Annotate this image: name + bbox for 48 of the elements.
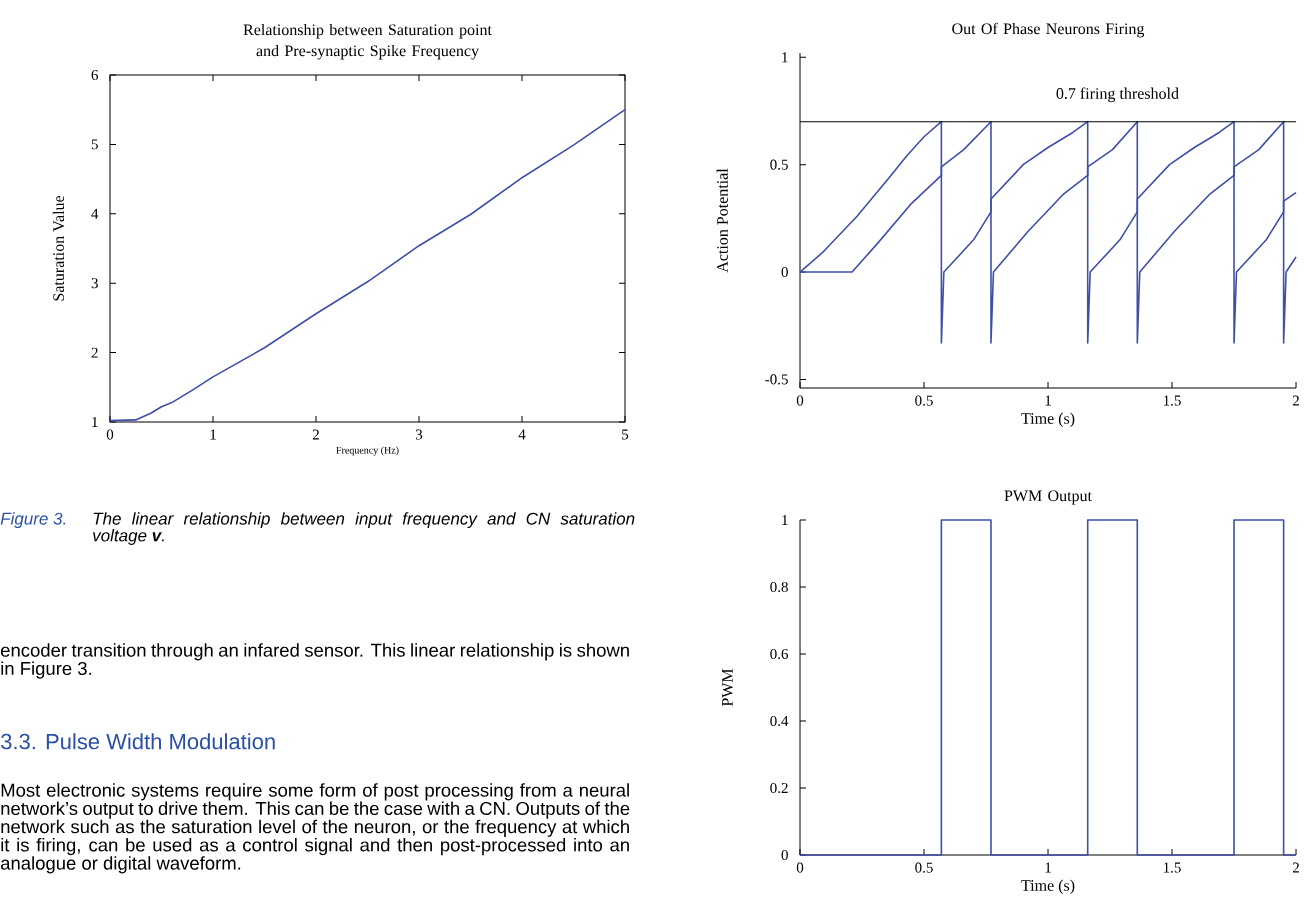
y-tick-label: -0.5 bbox=[765, 374, 788, 385]
y-tick-label: 0 bbox=[781, 849, 788, 861]
y-axis-title: PWM bbox=[722, 668, 733, 707]
x-tick-label: 1 bbox=[1045, 862, 1051, 873]
x-tick-label: 2 bbox=[312, 429, 319, 440]
x-tick-label: 2 bbox=[1292, 395, 1299, 406]
y-tick-label: 0.2 bbox=[770, 782, 788, 794]
chart-title: PWM Output bbox=[1004, 490, 1092, 505]
x-tick-label: 1.5 bbox=[1163, 395, 1181, 406]
caption: Figure 3. bbox=[0, 512, 66, 529]
ref-line-label: 0.7 firing threshold bbox=[1056, 87, 1179, 103]
chart-title: Relationship between Saturation point and Pre-synaptic Spike Frequency bbox=[243, 23, 492, 60]
x-tick-label: 3 bbox=[415, 429, 423, 440]
y-tick-label: 0.4 bbox=[770, 715, 789, 727]
x-tick-label: 1.5 bbox=[1163, 862, 1181, 873]
y-tick-label: 0.5 bbox=[770, 159, 788, 170]
y-tick-label: 1 bbox=[92, 417, 98, 427]
x-axis-title: Time (s) bbox=[1021, 412, 1075, 428]
x-tick-label: 0 bbox=[106, 429, 114, 440]
y-tick-label: 0.6 bbox=[770, 648, 789, 660]
x-tick-label: 0 bbox=[796, 862, 804, 873]
y-tick-label: 0.8 bbox=[770, 581, 788, 593]
x-axis-title: Time (s) bbox=[1021, 879, 1075, 895]
x-tick-label: 0.5 bbox=[915, 395, 933, 406]
x-tick-label: 0.5 bbox=[915, 862, 933, 873]
text: encoder transition through an infared sensor. This linear relationship is shown in Figure 3. bbox=[0, 643, 629, 679]
x-axis-title: Frequency (Hz) bbox=[336, 446, 399, 456]
x-tick-label: 0 bbox=[796, 395, 804, 406]
y-tick-label: 2 bbox=[91, 347, 98, 358]
x-tick-label: 5 bbox=[622, 429, 629, 440]
text: 3.3. Pulse Width Modulation bbox=[1, 733, 275, 750]
y-axis-title: Saturation Value bbox=[52, 195, 65, 301]
y-tick-label: 4 bbox=[91, 208, 99, 219]
y-tick-label: 6 bbox=[91, 69, 99, 81]
chart-title: Out Of Phase Neurons Firing bbox=[952, 22, 1145, 38]
x-tick-label: 2 bbox=[1292, 862, 1299, 873]
y-axis-title: Action Potential bbox=[716, 168, 728, 273]
text: Most electronic systems require some form of post processing from a neural network’s output to drive them. This can be the case with a CN. Outputs of the network such as the saturation level of the neuron, or the frequency at which it is firing, can be used as a control signal and then post-processed into an analogue or digital waveform. bbox=[0, 783, 630, 874]
y-tick-label: 0 bbox=[781, 266, 788, 278]
line-series bbox=[109, 108, 626, 422]
text: The linear relationship between input frequency and CN saturation voltage v. bbox=[93, 512, 635, 545]
x-tick-label: 1 bbox=[1045, 395, 1051, 406]
y-tick-label: 3 bbox=[91, 278, 98, 289]
y-tick-label: 1 bbox=[782, 52, 788, 63]
x-tick-label: 4 bbox=[518, 429, 526, 440]
y-tick-label: 1 bbox=[782, 515, 788, 525]
x-tick-label: 1 bbox=[210, 429, 216, 440]
y-tick-label: 5 bbox=[91, 139, 98, 150]
